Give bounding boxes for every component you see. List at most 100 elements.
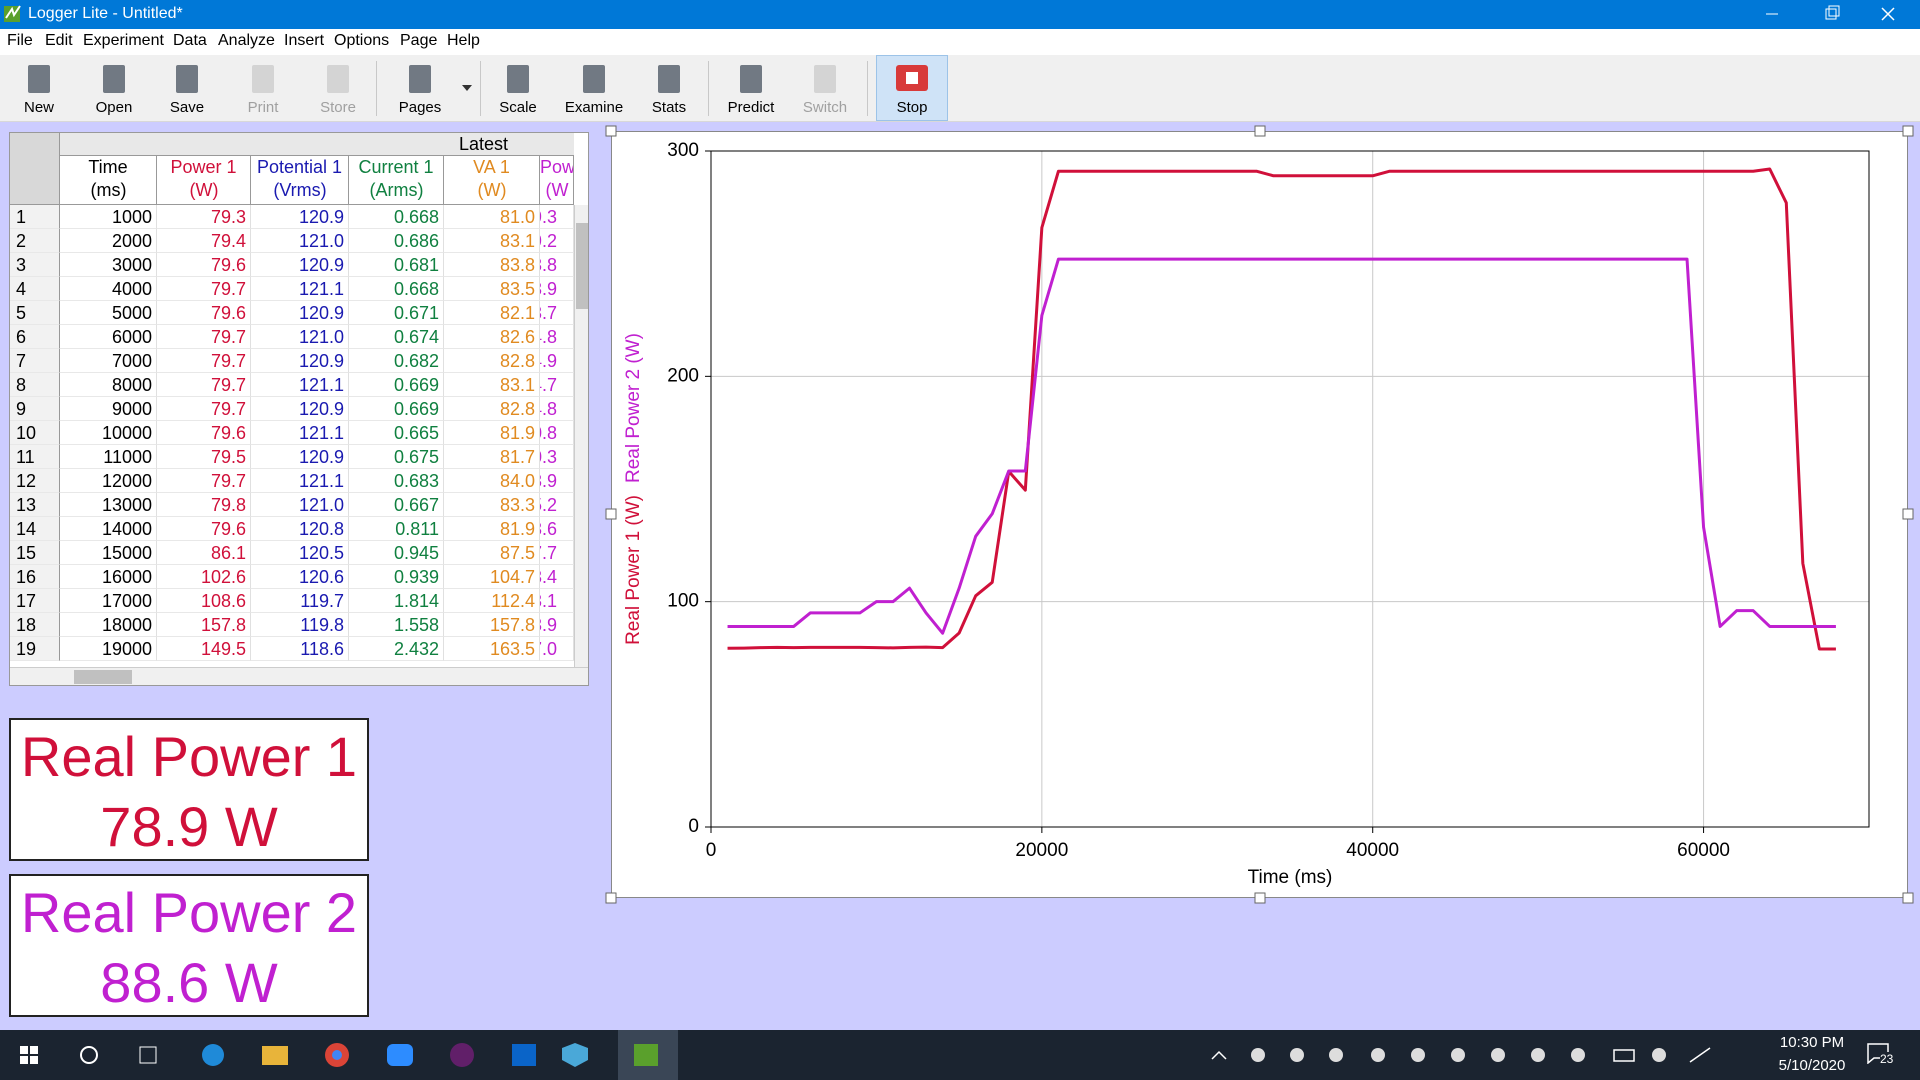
table-cell: 17000 <box>60 589 157 613</box>
table-cell: 79.7 <box>157 397 251 421</box>
table-cell: 79.8 <box>157 493 251 517</box>
resize-handle <box>1902 508 1914 520</box>
table-cell: 83.8 <box>444 253 540 277</box>
table-cell: 87.5 <box>444 541 540 565</box>
resize-handle <box>605 508 617 520</box>
toolbar-button[interactable]: Stop <box>896 99 928 116</box>
table-cell: 3.4 <box>540 565 574 589</box>
toolbar-button[interactable]: Examine <box>564 99 624 116</box>
toolbar-button[interactable]: Predict <box>727 99 775 116</box>
icon-glyph <box>28 65 50 93</box>
stop-square <box>906 72 918 84</box>
menu-item[interactable]: Insert <box>284 32 325 49</box>
clock-time: 10:30 PM <box>1779 1034 1845 1051</box>
menu-item[interactable]: File <box>7 32 33 49</box>
row-number: 1 <box>10 205 60 229</box>
toolbar-icon <box>176 65 198 93</box>
menu-item[interactable]: Options <box>334 32 390 49</box>
dropdown-arrow <box>462 85 472 91</box>
table-cell: 0.939 <box>349 565 444 589</box>
row-number: 14 <box>10 517 60 541</box>
table-cell: 84.0 <box>444 469 540 493</box>
menu-item[interactable]: Analyze <box>218 32 275 49</box>
table-cell: 0.686 <box>349 229 444 253</box>
meter-value: 88.6 W <box>100 951 278 1014</box>
toolbar-button[interactable]: Print <box>247 99 279 116</box>
row-number: 9 <box>10 397 60 421</box>
taskbar-icons[interactable] <box>0 1030 1720 1080</box>
toolbar-button[interactable]: Open <box>95 99 133 116</box>
toolbar-icon <box>583 65 605 93</box>
taskbar: 10:30 PM 5/10/2020 23 <box>0 1030 1920 1080</box>
menu-item[interactable]: Experiment <box>83 32 164 49</box>
row-number: 4 <box>10 277 60 301</box>
table-cell: 86.1 <box>157 541 251 565</box>
table-cell: 81.0 <box>444 205 540 229</box>
app-icon <box>4 5 21 22</box>
icon-glyph <box>740 65 762 93</box>
table-cell: 0.674 <box>349 325 444 349</box>
table-cell: 104.7 <box>444 565 540 589</box>
table-cell: 3.1 <box>540 589 574 613</box>
meter-value: 78.9 W <box>100 795 278 858</box>
row-number: 3 <box>10 253 60 277</box>
table-cell: 121.0 <box>251 229 349 253</box>
x-tick-label: 0 <box>706 840 717 861</box>
toolbar-button[interactable]: New <box>23 99 54 116</box>
table-cell: 0.665 <box>349 421 444 445</box>
table-cell: 82.1 <box>444 301 540 325</box>
table-cell: 11000 <box>60 445 157 469</box>
row-number: 7 <box>10 349 60 373</box>
window-title: Logger Lite - Untitled* <box>28 5 183 22</box>
toolbar-button[interactable]: Scale <box>499 99 537 116</box>
table-cell: 3.7 <box>540 301 574 325</box>
icon-glyph <box>176 65 198 93</box>
title-bar: Logger Lite - Untitled* <box>0 0 1920 29</box>
table-cell: 9.2 <box>540 229 574 253</box>
meter-box <box>9 718 369 861</box>
resize-handle <box>605 892 617 904</box>
data-line <box>727 167 1836 651</box>
toolbar-icon <box>814 65 836 93</box>
table-cell: 3.8 <box>540 253 574 277</box>
table-cell: 0.668 <box>349 205 444 229</box>
group-header: Latest <box>60 133 574 156</box>
row-number: 13 <box>10 493 60 517</box>
icon-glyph <box>252 65 274 93</box>
table-cell: 0.683 <box>349 469 444 493</box>
toolbar-button[interactable]: Save <box>169 99 205 116</box>
toolbar-button[interactable]: Switch <box>802 99 848 116</box>
row-number: 19 <box>10 637 60 661</box>
y-tick-label: 0 <box>688 816 699 837</box>
data-line <box>727 257 1836 635</box>
table-cell: 83.1 <box>444 373 540 397</box>
row-number: 17 <box>10 589 60 613</box>
table-cell: 120.9 <box>251 253 349 277</box>
table-cell: 112.4 <box>444 589 540 613</box>
table-cell: 81.9 <box>444 517 540 541</box>
toolbar-button[interactable]: Store <box>320 99 356 116</box>
toolbar-button[interactable]: Stats <box>651 99 687 116</box>
table-cell: 19000 <box>60 637 157 661</box>
column-header: Potential 1 <box>251 156 349 205</box>
column-header: Pow <box>540 156 574 205</box>
menu-item[interactable]: Data <box>173 32 207 49</box>
table-cell: 5.2 <box>540 493 574 517</box>
table-cell: 121.1 <box>251 373 349 397</box>
plot-frame <box>710 150 1870 828</box>
separator <box>708 61 709 116</box>
table-cell: 18000 <box>60 613 157 637</box>
table-cell: 149.5 <box>157 637 251 661</box>
table-cell: 0.3 <box>540 445 574 469</box>
table-cell: 81.9 <box>444 421 540 445</box>
table-cell: 79.7 <box>157 469 251 493</box>
corner <box>10 133 60 205</box>
table-cell: 79.7 <box>157 349 251 373</box>
window-controls[interactable] <box>1740 0 1920 29</box>
toolbar-button[interactable]: Pages <box>398 99 442 116</box>
column-header: Time <box>60 156 157 205</box>
menu-item[interactable]: Page <box>400 32 438 49</box>
data-table: Latest Time (ms) Power 1 (W) Potential 1 (Vrms… <box>9 132 589 686</box>
menu-item[interactable]: Edit <box>45 32 73 49</box>
menu-item[interactable]: Help <box>447 32 480 49</box>
